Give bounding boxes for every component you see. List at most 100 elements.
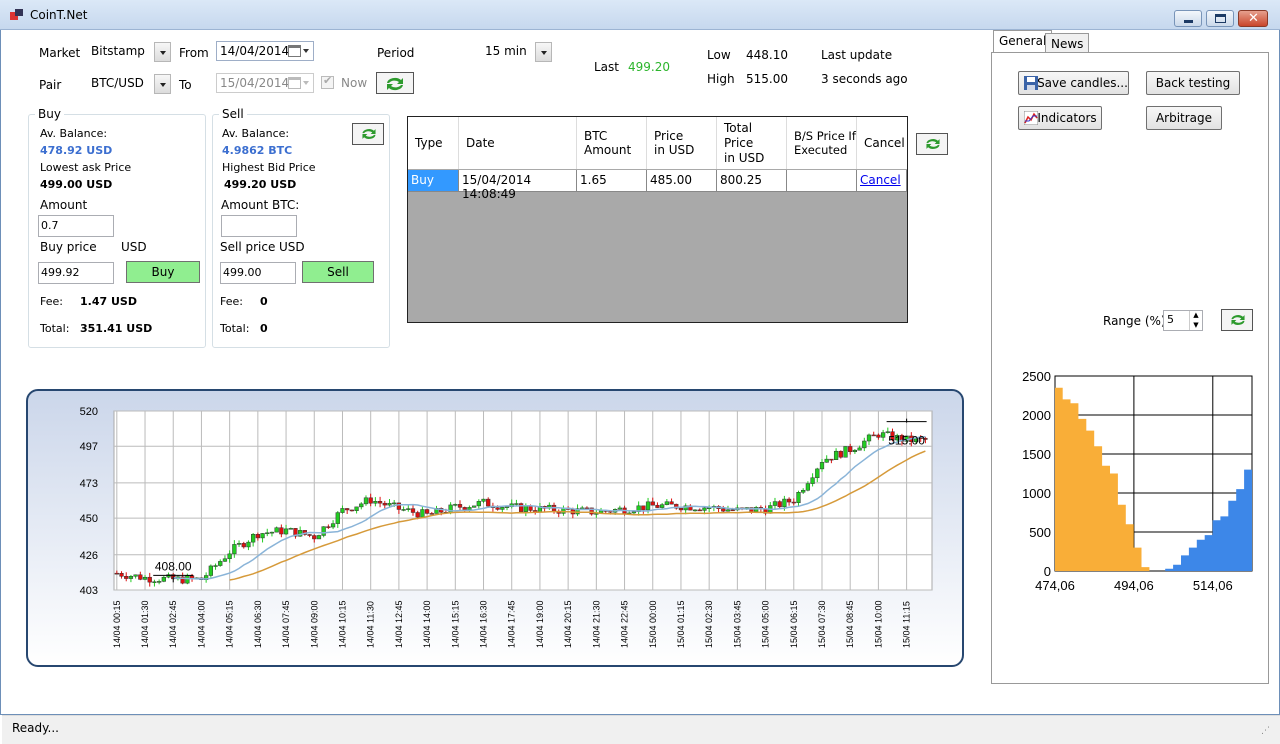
chevron-down-icon[interactable] (535, 42, 552, 62)
buy-button[interactable]: Buy (126, 261, 200, 283)
depth-refresh-button[interactable] (1221, 309, 1253, 331)
period-value: 15 min (485, 44, 527, 58)
tab-general[interactable]: General (993, 30, 1053, 54)
candle (471, 505, 477, 508)
x-tick-label: 14/04 17:45 (507, 600, 517, 648)
market-value: Bitstamp (91, 44, 145, 58)
sell-balance-value: 4.9862 BTC (222, 144, 293, 157)
chart-icon (1024, 111, 1038, 125)
candle (833, 450, 839, 460)
tab-news[interactable]: News (1045, 33, 1090, 55)
y-tick-label: 0 (1044, 564, 1051, 579)
candle (279, 527, 284, 535)
highest-bid-label: Highest Bid Price (222, 161, 316, 174)
buy-amount-label: Amount (40, 198, 88, 212)
candle (251, 534, 256, 543)
column-header-btc-amount[interactable]: BTC Amount (577, 117, 647, 169)
calendar-icon[interactable] (288, 77, 301, 89)
candle (213, 565, 218, 567)
x-tick-label: 14/04 09:00 (309, 600, 319, 648)
table-row[interactable]: Buy 15/04/2014 14:08:49 1.65 485.00 800.… (408, 170, 907, 201)
annotation-label: 408.00 (155, 559, 192, 573)
moving-average-line (173, 436, 926, 580)
sell-amount-input[interactable] (221, 215, 297, 237)
save-candles-button[interactable]: Save candles... (1018, 71, 1129, 95)
orders-refresh-button[interactable] (916, 133, 948, 155)
chevron-down-icon[interactable] (154, 42, 171, 62)
sell-refresh-button[interactable] (352, 123, 384, 145)
column-header-price[interactable]: Price in USD (647, 117, 717, 169)
refresh-icon (926, 139, 940, 149)
column-header-cancel[interactable]: Cancel (864, 136, 905, 150)
candle (810, 477, 815, 484)
order-total-cell[interactable]: 800.25 (717, 170, 787, 192)
column-header-type[interactable]: Type (408, 117, 459, 169)
chevron-down-icon[interactable] (303, 49, 309, 53)
buy-price-input[interactable]: 499.92 (38, 262, 114, 284)
from-date-picker[interactable]: 14/04/2014 (216, 41, 314, 61)
price-chart[interactable]: 14/04 00:15 14/04 01:30 14/04 02:45 14/04 0… (28, 391, 962, 665)
market-select[interactable]: Bitstamp (87, 41, 171, 62)
order-price-cell[interactable]: 485.00 (647, 170, 717, 192)
stepper-up-icon[interactable]: ▲ (1189, 311, 1202, 320)
candle (406, 508, 411, 510)
last-update-value: 3 seconds ago (821, 72, 908, 86)
candle (486, 498, 491, 507)
candle (377, 501, 383, 504)
now-checkbox[interactable]: ✔ (321, 74, 334, 89)
buy-group-title: Buy (35, 107, 64, 121)
calendar-icon[interactable] (288, 45, 301, 57)
x-tick-label: 14/04 22:45 (620, 600, 630, 648)
indicators-button[interactable]: Indicators (1018, 106, 1102, 130)
y-tick-label: 450 (80, 513, 98, 525)
bids-area (1055, 387, 1150, 571)
sell-price-input[interactable]: 499.00 (220, 262, 296, 284)
candle (269, 531, 275, 534)
close-button[interactable]: ✕ (1238, 10, 1268, 27)
order-type-cell[interactable]: Buy (408, 170, 459, 192)
candle (650, 501, 655, 506)
candle (697, 509, 702, 512)
sell-group: Sell Av. Balance: 4.9862 BTC Highest Bid… (212, 107, 390, 348)
maximize-button[interactable] (1206, 10, 1234, 27)
arbitrage-button[interactable]: Arbitrage (1146, 106, 1222, 130)
candle (316, 535, 322, 540)
last-update-label: Last update (821, 48, 893, 62)
buy-amount-input[interactable]: 0.7 (38, 215, 114, 237)
pair-select[interactable]: BTC/USD (87, 73, 171, 94)
chevron-down-icon[interactable] (303, 81, 309, 85)
plot-area (113, 410, 933, 591)
back-testing-button[interactable]: Back testing (1146, 71, 1240, 95)
period-select[interactable]: 15 min (481, 41, 552, 62)
buy-balance-label: Av. Balance: (40, 127, 108, 140)
x-tick-label: 15/04 02:30 (704, 600, 714, 648)
column-header-date[interactable]: Date (459, 117, 577, 169)
order-cancel-link[interactable]: Cancel (857, 170, 907, 192)
title-bar[interactable]: CoinT.Net ✕ (0, 0, 1280, 30)
sell-amount-label: Amount BTC: (221, 198, 300, 212)
candle (871, 434, 876, 437)
candle (899, 435, 905, 442)
range-stepper[interactable]: 5 ▲ ▼ (1163, 310, 1203, 331)
order-bs-price-cell[interactable] (787, 170, 857, 192)
column-header-total[interactable]: Total Price in USD (717, 117, 787, 169)
column-header-bs-price[interactable]: B/S Price If Executed (787, 117, 857, 169)
sell-button[interactable]: Sell (302, 261, 374, 283)
candle (796, 492, 801, 504)
candle (453, 504, 458, 506)
candle (664, 501, 669, 505)
refresh-button[interactable] (376, 72, 414, 94)
range-value: 5 (1167, 313, 1174, 326)
order-btc-cell[interactable]: 1.65 (577, 170, 647, 192)
chevron-down-icon[interactable] (154, 74, 171, 94)
to-date-picker[interactable]: 15/04/2014 (216, 73, 314, 93)
candle (500, 507, 505, 510)
order-date-cell[interactable]: 15/04/2014 14:08:49 (459, 170, 577, 201)
minimize-button[interactable] (1174, 10, 1202, 27)
orders-grid[interactable]: Type Date BTC Amount Price in USD Total … (407, 116, 908, 323)
candle (857, 447, 862, 451)
resize-grip-icon[interactable]: ⋰ (1261, 726, 1270, 736)
candle (373, 501, 378, 504)
stepper-down-icon[interactable]: ▼ (1189, 320, 1202, 330)
